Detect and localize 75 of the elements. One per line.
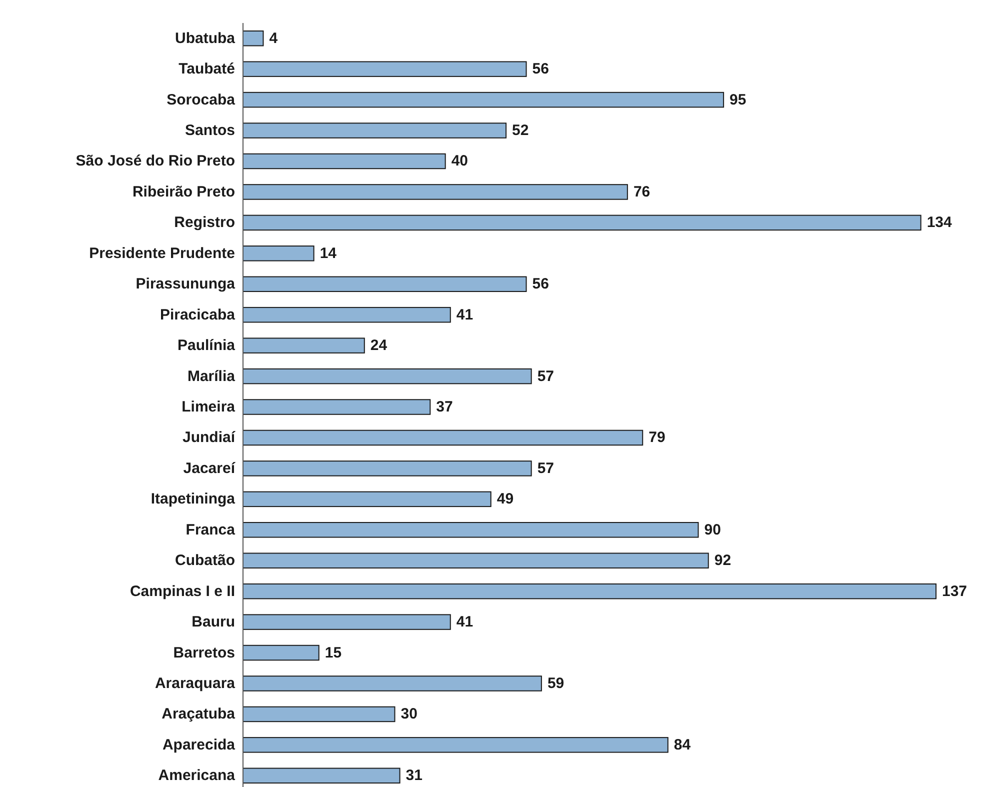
data-label: 84 <box>674 736 692 754</box>
y-tick-label: Jundiaí <box>182 429 236 446</box>
bar <box>242 676 542 692</box>
bar <box>242 338 365 354</box>
bar <box>242 306 451 323</box>
bar <box>242 768 400 784</box>
data-label: 41 <box>456 306 474 324</box>
bar <box>242 552 709 568</box>
data-label: 95 <box>730 91 746 108</box>
y-tick-label: Limeira <box>182 398 236 416</box>
data-label: 137 <box>942 582 968 600</box>
y-tick-label: Aparecida <box>162 736 236 754</box>
y-tick-label: Ribeirão Preto <box>132 183 235 200</box>
y-tick-label: Registro <box>174 214 235 232</box>
bar <box>242 491 492 508</box>
data-label: 79 <box>648 429 666 446</box>
y-tick-label: Americana <box>158 767 236 784</box>
y-tick-label: Pirassununga <box>136 276 236 293</box>
bar <box>242 368 532 384</box>
y-tick-label: Cubatão <box>175 552 235 570</box>
data-label: 4 <box>269 30 278 47</box>
bar <box>242 30 264 46</box>
data-label: 31 <box>406 767 422 784</box>
data-label: 56 <box>532 60 549 78</box>
data-label: 24 <box>370 337 388 354</box>
bar <box>242 122 507 138</box>
y-tick-label: Piracicaba <box>160 306 236 324</box>
data-label: 134 <box>926 214 953 232</box>
y-tick-label: Presidente Prudente <box>89 244 235 262</box>
data-label: 57 <box>537 368 554 385</box>
bar <box>242 430 644 446</box>
y-tick-label: Santos <box>184 122 235 140</box>
data-label: 76 <box>633 183 650 200</box>
y-tick-label: Araçatuba <box>162 706 236 723</box>
y-tick-label: São José do Rio Preto <box>76 152 235 170</box>
data-label: 56 <box>532 276 549 293</box>
data-label: 41 <box>456 614 474 631</box>
data-label: 40 <box>451 152 468 170</box>
data-label: 30 <box>400 706 418 723</box>
data-label: 14 <box>320 244 338 262</box>
bar <box>242 737 668 753</box>
data-label: 37 <box>436 398 453 416</box>
data-label: 90 <box>704 521 721 538</box>
y-tick-label: Paulínia <box>177 337 236 354</box>
bar <box>242 583 936 600</box>
data-label: 92 <box>714 552 732 570</box>
data-label: 52 <box>512 122 529 140</box>
y-tick-label: Franca <box>186 521 236 538</box>
bar <box>242 184 628 200</box>
bar <box>242 214 922 231</box>
y-tick-label: Marília <box>187 368 236 385</box>
y-tick-label: Itapetininga <box>150 490 236 508</box>
bar <box>242 460 532 476</box>
y-tick-label: Ubatuba <box>175 30 236 47</box>
bar <box>242 246 314 262</box>
data-label: 59 <box>547 674 564 692</box>
y-tick-label: Sorocaba <box>166 91 236 108</box>
y-tick-label: Barretos <box>173 644 235 662</box>
bar <box>242 706 396 722</box>
bar <box>242 614 451 630</box>
y-tick-label: Jacareí <box>183 460 236 477</box>
bar <box>242 522 699 538</box>
y-tick-label: Araraquara <box>154 674 236 692</box>
data-label: 49 <box>496 490 514 508</box>
y-tick-label: Taubaté <box>178 60 235 78</box>
y-tick-label: Bauru <box>192 614 235 631</box>
bar <box>242 153 446 170</box>
data-label: 15 <box>324 644 342 662</box>
y-tick-label: Campinas I e II <box>130 582 235 600</box>
bar <box>242 92 724 108</box>
data-label: 57 <box>537 460 554 477</box>
bar <box>242 61 527 77</box>
bar <box>242 399 431 415</box>
bar <box>242 644 320 661</box>
bar <box>242 276 527 292</box>
